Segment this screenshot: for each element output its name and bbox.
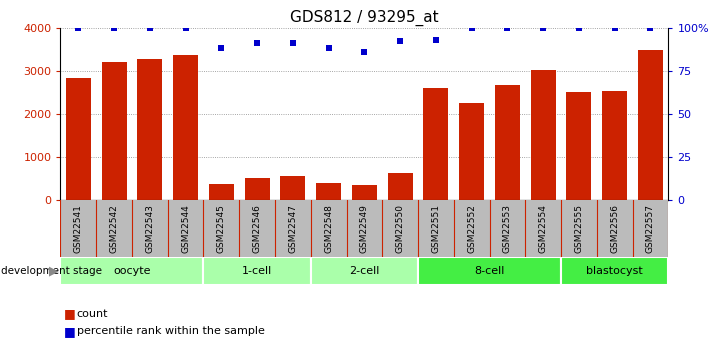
Point bbox=[252, 40, 263, 46]
Point bbox=[502, 25, 513, 30]
Bar bbox=[387, 173, 412, 200]
Text: GSM22556: GSM22556 bbox=[610, 204, 619, 253]
Text: count: count bbox=[77, 309, 108, 319]
Bar bbox=[66, 79, 91, 200]
Point bbox=[287, 40, 299, 46]
Point bbox=[73, 25, 84, 30]
Bar bbox=[561, 257, 668, 285]
Text: GSM22549: GSM22549 bbox=[360, 204, 369, 253]
Text: GSM22548: GSM22548 bbox=[324, 204, 333, 253]
Text: development stage: development stage bbox=[1, 266, 102, 276]
Point bbox=[430, 37, 442, 42]
Bar bbox=[352, 186, 377, 200]
Bar bbox=[60, 257, 203, 285]
Bar bbox=[316, 183, 341, 200]
Text: GSM22550: GSM22550 bbox=[395, 204, 405, 253]
Point bbox=[609, 25, 621, 30]
Bar bbox=[245, 178, 269, 200]
Text: GSM22541: GSM22541 bbox=[74, 204, 82, 253]
Text: GSM22555: GSM22555 bbox=[574, 204, 584, 253]
Bar bbox=[567, 92, 592, 200]
Text: ▶: ▶ bbox=[48, 264, 58, 277]
Point bbox=[108, 25, 119, 30]
Text: GSM22545: GSM22545 bbox=[217, 204, 226, 253]
Text: GSM22544: GSM22544 bbox=[181, 204, 190, 253]
Bar bbox=[311, 257, 418, 285]
Bar bbox=[495, 85, 520, 200]
Bar bbox=[203, 257, 311, 285]
Text: GSM22554: GSM22554 bbox=[539, 204, 547, 253]
Text: 2-cell: 2-cell bbox=[349, 266, 380, 276]
Text: 1-cell: 1-cell bbox=[242, 266, 272, 276]
Text: GSM22543: GSM22543 bbox=[145, 204, 154, 253]
Text: ■: ■ bbox=[64, 325, 76, 338]
Bar bbox=[137, 59, 162, 200]
Text: GSM22542: GSM22542 bbox=[109, 204, 119, 253]
Bar bbox=[173, 55, 198, 200]
Point bbox=[323, 46, 334, 51]
Point bbox=[395, 39, 406, 44]
Bar bbox=[638, 50, 663, 200]
Point bbox=[538, 25, 549, 30]
Text: GSM22557: GSM22557 bbox=[646, 204, 655, 253]
Bar bbox=[102, 62, 127, 200]
Text: 8-cell: 8-cell bbox=[474, 266, 505, 276]
Bar bbox=[418, 257, 561, 285]
Point bbox=[466, 25, 477, 30]
Point bbox=[358, 49, 370, 55]
Bar bbox=[423, 88, 449, 200]
Text: percentile rank within the sample: percentile rank within the sample bbox=[77, 326, 264, 336]
Bar bbox=[602, 91, 627, 200]
Text: ■: ■ bbox=[64, 307, 76, 321]
Point bbox=[573, 25, 584, 30]
Bar bbox=[459, 103, 484, 200]
Text: GSM22551: GSM22551 bbox=[432, 204, 440, 253]
Bar bbox=[280, 176, 306, 200]
Point bbox=[144, 25, 156, 30]
Text: GSM22553: GSM22553 bbox=[503, 204, 512, 253]
Point bbox=[215, 46, 227, 51]
Text: GSM22547: GSM22547 bbox=[289, 204, 297, 253]
Text: GSM22552: GSM22552 bbox=[467, 204, 476, 253]
Text: oocyte: oocyte bbox=[113, 266, 151, 276]
Title: GDS812 / 93295_at: GDS812 / 93295_at bbox=[290, 10, 439, 26]
Point bbox=[180, 25, 191, 30]
Bar bbox=[530, 70, 556, 200]
Point bbox=[645, 25, 656, 30]
Text: GSM22546: GSM22546 bbox=[252, 204, 262, 253]
Text: blastocyst: blastocyst bbox=[587, 266, 643, 276]
Bar bbox=[209, 184, 234, 200]
